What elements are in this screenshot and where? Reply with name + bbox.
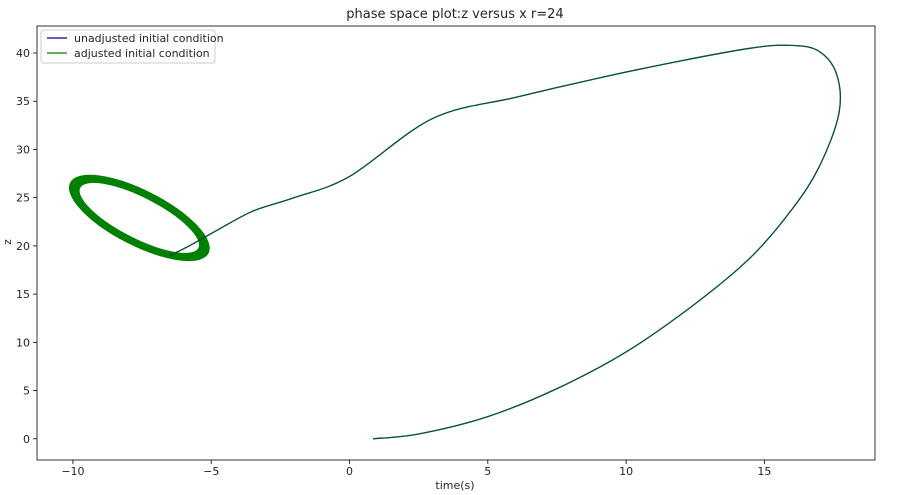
legend-box <box>40 29 216 64</box>
limit-cycle-loop <box>68 174 210 262</box>
x-tick-label: 10 <box>619 465 633 478</box>
x-tick-label: 0 <box>346 465 353 478</box>
x-tick-label: 5 <box>484 465 491 478</box>
chart-title: phase space plot:z versus x r=24 <box>346 7 563 22</box>
y-tick-label: 30 <box>16 143 30 156</box>
limit-cycle-band <box>68 174 210 262</box>
axes-frame <box>36 25 876 461</box>
y-tick-label: 0 <box>23 433 30 446</box>
legend-label: unadjusted initial condition <box>74 32 224 45</box>
x-tick-label: 15 <box>757 465 771 478</box>
axes: −10 −5 0 5 10 15 0 5 10 15 20 25 30 35 40 <box>16 25 876 478</box>
series-line-adjusted <box>169 44 841 440</box>
x-tick-label: −5 <box>203 465 219 478</box>
y-axis-label: z <box>1 239 14 245</box>
plot-area <box>68 44 842 440</box>
y-tick-label: 35 <box>16 95 30 108</box>
y-tick-label: 5 <box>23 385 30 398</box>
y-tick-label: 10 <box>16 336 30 349</box>
legend-label: adjusted initial condition <box>74 47 210 60</box>
y-tick-label: 25 <box>16 192 30 205</box>
legend: unadjusted initial condition adjusted ini… <box>40 29 224 64</box>
y-tick-label: 20 <box>16 240 30 253</box>
x-tick-label: −10 <box>61 465 84 478</box>
y-tick-label: 40 <box>16 47 30 60</box>
y-tick-label: 15 <box>16 288 30 301</box>
x-axis-label: time(s) <box>435 479 474 492</box>
